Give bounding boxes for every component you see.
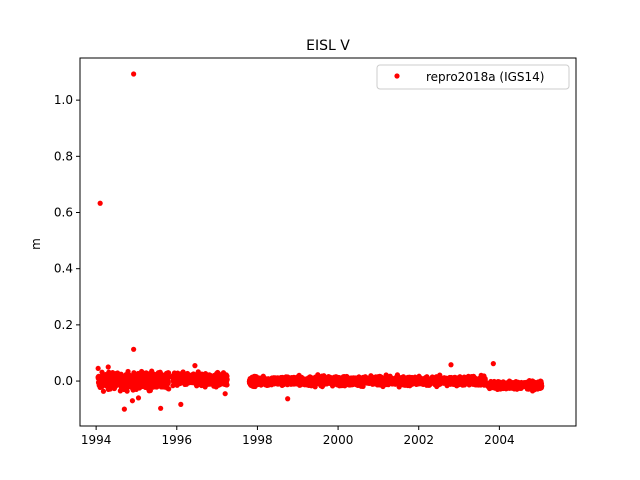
x-tick-label: 2002: [403, 433, 434, 447]
y-tick-label: 0.4: [54, 262, 73, 276]
x-axis: 1994 1996 1998 2000 2002 2004: [81, 426, 515, 447]
points-layer: [95, 71, 545, 412]
data-point: [121, 406, 127, 412]
data-point: [129, 398, 136, 404]
data-point: [158, 405, 164, 411]
data-point: [131, 346, 137, 352]
data-point: [448, 362, 454, 368]
data-point: [539, 383, 545, 389]
data-point: [105, 364, 111, 370]
data-point: [490, 361, 496, 367]
data-point: [178, 401, 184, 407]
y-axis: 0.0 0.2 0.4 0.6 0.8 1.0: [54, 93, 80, 388]
data-point: [482, 377, 488, 383]
x-tick-label: 2000: [323, 433, 354, 447]
legend-label: repro2018a (IGS14): [426, 70, 544, 84]
data-point: [131, 71, 137, 77]
data-point: [165, 370, 172, 376]
y-tick-label: 0.8: [54, 149, 73, 163]
data-point: [222, 391, 228, 397]
y-tick-label: 0.0: [54, 374, 73, 388]
data-point: [135, 395, 142, 401]
data-point: [165, 380, 171, 386]
data-point: [192, 363, 198, 369]
chart-title: EISL V: [306, 38, 350, 54]
data-point: [224, 376, 230, 383]
data-point: [166, 386, 172, 392]
x-tick-label: 1998: [242, 433, 273, 447]
x-tick-label: 1994: [81, 433, 112, 447]
legend-marker: [394, 73, 400, 79]
legend: repro2018a (IGS14): [376, 64, 570, 90]
legend-box: [376, 64, 570, 90]
x-tick-label: 2004: [484, 433, 515, 447]
plot-frame: [79, 57, 577, 427]
y-tick-label: 0.6: [54, 206, 73, 220]
data-point: [97, 200, 103, 206]
data-point: [285, 396, 291, 402]
x-tick-label: 1996: [162, 433, 193, 447]
data-point: [224, 382, 230, 388]
data-point: [95, 365, 101, 372]
data-point: [100, 388, 107, 394]
y-axis-label: m: [29, 238, 43, 250]
y-tick-label: 1.0: [54, 93, 73, 107]
y-tick-label: 0.2: [54, 318, 73, 332]
